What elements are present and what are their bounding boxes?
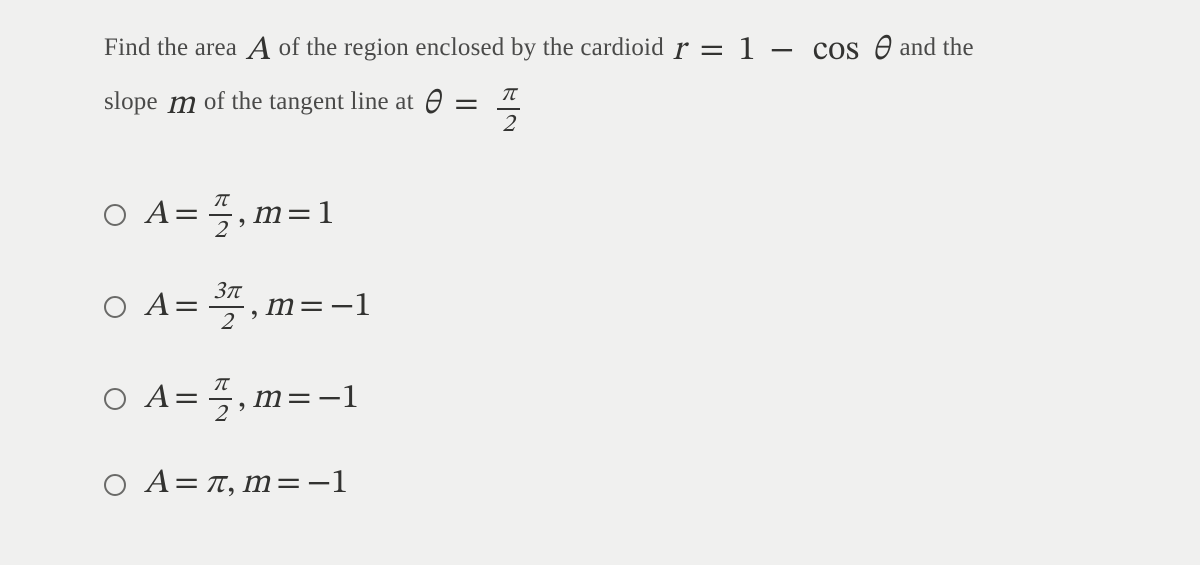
comma: , [225,463,241,506]
q-text: Find the area [104,34,244,61]
comma: , [236,378,252,421]
equals: = [694,34,731,68]
radio-icon[interactable] [104,296,126,318]
denominator: 2 [209,308,244,335]
var-A: A [144,463,168,506]
numerator: π [209,187,232,216]
options-group: A = π 2 , m = 1 A = 3π 2 , m = −1 A = π … [104,187,1110,506]
value: −1 [317,378,358,421]
radio-icon[interactable] [104,204,126,226]
value-A: π [205,463,225,506]
fraction: π 2 [209,187,232,243]
var-m: m [252,194,281,237]
value: −1 [307,463,348,506]
option-4[interactable]: A = π , m = −1 [104,463,1110,506]
equals: = [281,378,317,421]
denominator: 2 [209,216,232,243]
var-A: A [144,378,168,421]
radio-icon[interactable] [104,474,126,496]
q-text: slope [104,88,164,115]
value: −1 [330,286,371,329]
denominator: 2 [497,110,520,137]
equals: = [168,286,204,329]
numerator: π [209,371,232,400]
comma: , [248,286,264,329]
q-text: of the tangent line at [204,88,420,115]
q-eq1: r = 1 − cos θ [670,34,899,68]
equals: = [281,194,317,237]
one: 1 [739,34,756,68]
numerator: π [497,81,520,110]
var-A: A [144,194,168,237]
var-m: m [252,378,281,421]
cos: cos [809,34,864,68]
value: 1 [317,194,334,237]
q-m: m [164,88,197,122]
fraction: π 2 [497,81,520,137]
minus: − [764,34,801,68]
equals: = [168,378,204,421]
equals: = [168,194,204,237]
fraction: π 2 [209,371,232,427]
fraction: 3π 2 [209,279,244,335]
var-theta: θ [872,34,890,68]
equals: = [270,463,306,506]
option-2[interactable]: A = 3π 2 , m = −1 [104,279,1110,335]
q-A: A [244,34,273,68]
var-theta: θ [422,88,440,122]
q-text: of the region enclosed by the cardioid [279,34,671,61]
var-A: A [144,286,168,329]
equals: = [168,463,204,506]
equals: = [448,88,485,122]
radio-icon[interactable] [104,388,126,410]
denominator: 2 [209,400,232,427]
question-text: Find the area A of the region enclosed b… [104,24,1110,137]
var-r: r [672,34,685,68]
option-1[interactable]: A = π 2 , m = 1 [104,187,1110,243]
numerator: 3π [209,279,244,308]
var-m: m [241,463,270,506]
comma: , [236,194,252,237]
q-text: and the [899,34,973,61]
option-3[interactable]: A = π 2 , m = −1 [104,371,1110,427]
equals: = [293,286,329,329]
q-eq2: θ = π 2 [420,88,526,122]
var-m: m [264,286,293,329]
